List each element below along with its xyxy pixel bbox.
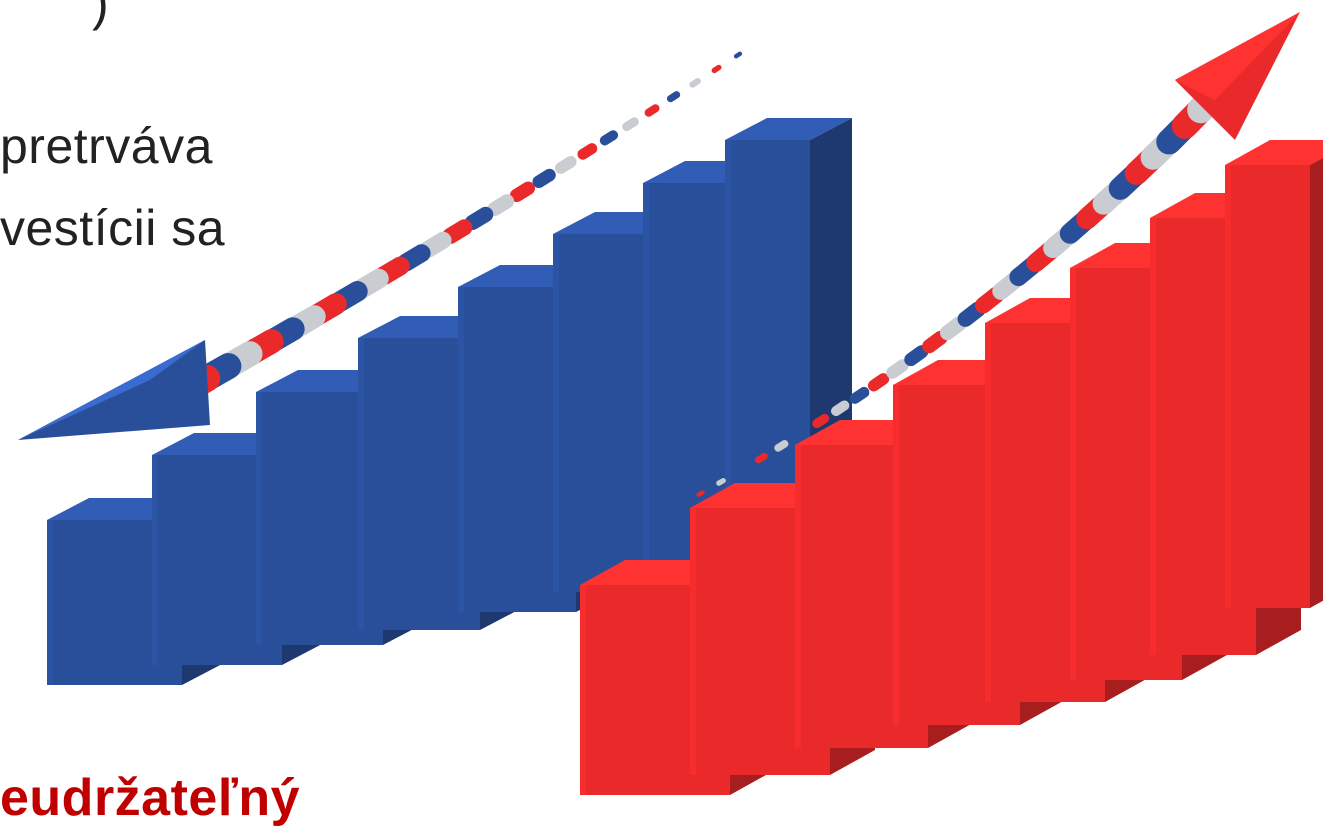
blue-arrow-segment bbox=[599, 130, 619, 146]
red-arrow-segment bbox=[755, 452, 768, 464]
text-line-fragment: ) bbox=[92, 0, 110, 31]
red-arrow-segment bbox=[735, 465, 747, 475]
blue-arrow-segment bbox=[532, 168, 556, 189]
blue-arrow-head-highlight bbox=[18, 340, 205, 440]
blue-bar-edge bbox=[725, 140, 731, 545]
red-bar-side bbox=[1310, 157, 1323, 608]
red-arrow-segment bbox=[774, 440, 789, 452]
red-arrow-segment bbox=[676, 502, 684, 508]
red-curved-arrow bbox=[676, 12, 1300, 508]
red-bar-8 bbox=[1225, 140, 1323, 608]
red-arrow-segment bbox=[830, 400, 850, 417]
red-bar-edge bbox=[1070, 268, 1076, 680]
blue-arrow-segment bbox=[509, 181, 535, 203]
blue-bar-edge bbox=[256, 392, 262, 645]
blue-arrow-segment bbox=[666, 91, 681, 103]
blue-bar-top bbox=[725, 118, 852, 140]
red-bar-edge bbox=[1225, 165, 1231, 608]
red-arrow-segment bbox=[812, 413, 830, 429]
blue-arrow-segment bbox=[733, 51, 743, 59]
red-bar-edge bbox=[985, 323, 991, 702]
blue-bar-edge bbox=[643, 183, 649, 570]
text-line-1: pretrváva bbox=[0, 118, 213, 174]
blue-arrow-segment bbox=[554, 156, 577, 174]
red-arrow-segment bbox=[886, 359, 909, 379]
red-bar-top bbox=[1225, 140, 1323, 165]
red-bar-edge bbox=[580, 585, 586, 795]
red-arrow-segment bbox=[716, 477, 726, 486]
blue-arrow-segment bbox=[622, 117, 639, 132]
blue-arrow-segment bbox=[644, 104, 660, 117]
red-arrow-segment bbox=[849, 386, 870, 404]
red-arrow-segment bbox=[696, 490, 705, 497]
blue-arrow-segment bbox=[487, 194, 515, 217]
bar-chart-illustration bbox=[18, 12, 1323, 795]
red-bar-front bbox=[1225, 165, 1310, 608]
blue-curved-arrow bbox=[18, 51, 743, 440]
blue-arrow-segment bbox=[711, 64, 722, 74]
text-line-2: vestícii sa bbox=[0, 200, 226, 256]
blue-arrow-segment bbox=[577, 143, 598, 160]
blue-arrow-segment bbox=[689, 78, 701, 88]
blue-bar-edge bbox=[458, 287, 464, 612]
red-arrow-segment bbox=[867, 373, 890, 392]
red-arrow-head-highlight bbox=[1175, 12, 1300, 100]
blue-bar-edge bbox=[553, 234, 559, 592]
red-bar-edge bbox=[690, 508, 696, 775]
red-bar-edge bbox=[893, 385, 899, 725]
blue-arrow-segment bbox=[464, 206, 494, 231]
blue-bar-edge bbox=[47, 520, 53, 685]
blue-bar-edge bbox=[152, 455, 158, 665]
red-bar-edge bbox=[1150, 218, 1156, 655]
red-arrow-segment bbox=[904, 345, 929, 367]
red-arrow-segment bbox=[793, 427, 809, 440]
red-bar-edge bbox=[795, 445, 801, 748]
blue-bar-edge bbox=[358, 338, 364, 630]
red-bar-group bbox=[580, 140, 1323, 795]
